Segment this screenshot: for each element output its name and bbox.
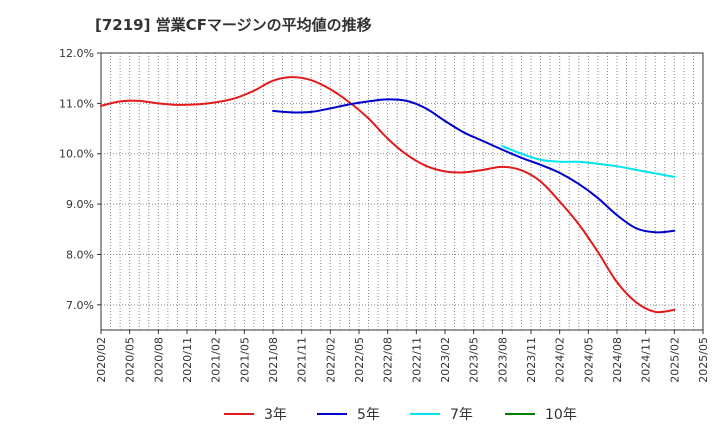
x-tick-label: 2022/11	[410, 337, 423, 383]
x-tick-label: 2024/02	[554, 337, 567, 383]
x-tick-label: 2025/05	[697, 337, 710, 383]
x-tick-label: 2020/05	[124, 337, 137, 383]
chart-title: [7219] 営業CFマージンの平均値の推移	[95, 16, 372, 34]
x-tick-label: 2022/02	[324, 337, 337, 383]
x-tick-label: 2024/05	[582, 337, 595, 383]
y-tick-label: 11.0%	[59, 97, 94, 110]
legend-label-1: 3年	[264, 407, 287, 423]
x-tick-label: 2021/11	[296, 337, 309, 383]
x-tick-label: 2024/08	[611, 337, 624, 383]
x-axis: 2020/02 2020/05 2020/08 2020/11 2021/02 2021/…	[95, 330, 710, 383]
x-tick-label: 2023/11	[525, 337, 538, 383]
legend: 3年 5年 7年 10年	[224, 407, 577, 423]
y-tick-label: 7.0%	[66, 299, 94, 312]
x-tick-label: 2020/08	[152, 337, 165, 383]
y-tick-label: 8.0%	[66, 248, 94, 261]
x-tick-label: 2024/11	[640, 337, 653, 383]
series-line-3	[501, 145, 676, 178]
series-lines	[100, 76, 676, 314]
y-axis: 12.0% 11.0% 10.0% 9.0% 8.0% 7.0%	[59, 47, 101, 312]
x-tick-label: 2021/08	[267, 337, 280, 383]
y-tick-label: 9.0%	[66, 198, 94, 211]
plot-frame	[100, 52, 704, 331]
x-tick-label: 2023/02	[439, 337, 452, 383]
y-tick-label: 10.0%	[59, 148, 94, 161]
x-tick-label: 2022/05	[353, 337, 366, 383]
x-tick-label: 2025/02	[668, 337, 681, 383]
grid-lines	[100, 52, 704, 331]
x-tick-label: 2020/02	[95, 337, 108, 383]
x-tick-label: 2021/05	[238, 337, 251, 383]
series-line-2	[272, 98, 676, 234]
legend-label-2: 5年	[357, 407, 380, 423]
legend-label-3: 7年	[450, 407, 473, 423]
x-tick-label: 2021/02	[210, 337, 223, 383]
series-line-1	[100, 76, 676, 314]
x-tick-label: 2020/11	[181, 337, 194, 383]
y-tick-label: 12.0%	[59, 47, 94, 60]
x-tick-label: 2023/05	[468, 337, 481, 383]
x-tick-label: 2022/08	[382, 337, 395, 383]
legend-label-4: 10年	[545, 407, 577, 423]
x-tick-label: 2023/08	[496, 337, 509, 383]
